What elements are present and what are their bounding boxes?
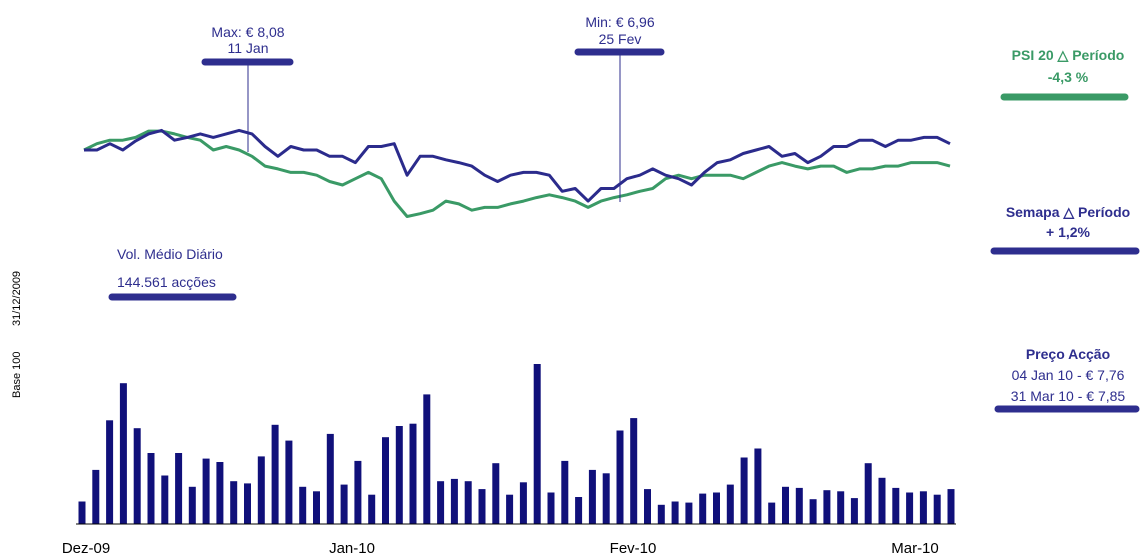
volume-bar (175, 453, 183, 524)
volume-bar (147, 453, 155, 524)
volume-bar (795, 487, 803, 524)
psi20-line (83, 129, 951, 218)
volume-bar (340, 484, 348, 524)
volume-bar (506, 494, 514, 524)
volume-bar (837, 491, 845, 524)
min-callout: Min: € 6,96 25 Fev (574, 14, 665, 202)
volume-bar (685, 502, 693, 524)
volume-bar (533, 364, 541, 524)
volume-bar (395, 426, 403, 524)
volume-bar (892, 487, 900, 524)
volume-bar (450, 478, 458, 524)
psi20-legend-value: -4,3 % (1048, 69, 1089, 85)
base-label: Base 100 (11, 352, 23, 398)
volume-bar (106, 420, 114, 524)
semapa-legend-value: + 1,2% (1046, 224, 1091, 240)
volume-bar (740, 457, 748, 524)
volume-bar (575, 497, 583, 524)
volume-bar (823, 490, 831, 524)
volume-bar (588, 469, 596, 524)
volume-bar (657, 504, 665, 524)
price-legend-title: Preço Acção (1026, 346, 1110, 362)
volume-bar (382, 437, 389, 524)
volume-bar (354, 460, 362, 524)
volume-bar (864, 463, 872, 524)
semapa-line (84, 128, 951, 203)
volume-bar (809, 499, 817, 524)
x-tick-label: Mar-10 (891, 540, 939, 557)
volume-bar (299, 486, 307, 524)
volume-bar (519, 482, 527, 524)
volume-bar (409, 423, 417, 524)
volume-bar (437, 481, 445, 524)
volume-bar (313, 491, 320, 524)
volume-bar (478, 489, 486, 524)
max-callout: Max: € 8,08 11 Jan (201, 24, 294, 152)
volume-bar (78, 501, 86, 524)
volume-bar (602, 473, 610, 524)
x-tick-label: Dez-09 (62, 540, 110, 557)
price-legend-end: 31 Mar 10 - € 7,85 (1011, 388, 1126, 404)
volume-callout: Vol. Médio Diário 144.561 acções (108, 246, 237, 301)
volume-bar (782, 486, 789, 524)
volume-bar (630, 418, 638, 524)
volume-bar (906, 492, 914, 524)
volume-bar (754, 448, 762, 524)
price-lines (83, 128, 951, 218)
psi20-legend-title: PSI 20 △ Período (1012, 47, 1125, 63)
semapa-legend-title: Semapa △ Período (1006, 204, 1130, 220)
base-date-label: 31/12/2009 (11, 271, 23, 326)
volume-bar (161, 475, 169, 524)
legend-semapa: Semapa △ Período + 1,2% (990, 204, 1140, 255)
volume-bar (561, 460, 569, 524)
volume-bar (726, 484, 734, 524)
volume-title: Vol. Médio Diário (117, 246, 223, 262)
volume-bar (368, 494, 376, 524)
volume-bar (850, 498, 858, 524)
price-legend-start: 04 Jan 10 - € 7,76 (1012, 367, 1125, 383)
volume-bar (119, 383, 127, 524)
volume-bar (878, 477, 886, 524)
volume-bar (616, 430, 624, 524)
x-tick-label: Jan-10 (329, 540, 375, 557)
volume-bar (547, 492, 555, 524)
volume-bar (202, 458, 210, 524)
max-date-label: 11 Jan (228, 40, 269, 56)
volume-bar (133, 428, 141, 524)
legend-psi20: PSI 20 △ Período -4,3 % (1000, 47, 1129, 101)
volume-bar (699, 493, 707, 524)
volume-bar (188, 486, 196, 524)
x-tick-label: Fev-10 (610, 540, 657, 557)
volume-bar (919, 491, 927, 524)
volume-bar (244, 483, 251, 524)
volume-bar (216, 462, 224, 524)
volume-value: 144.561 acções (117, 274, 216, 290)
volume-bars (78, 364, 955, 524)
volume-bar (271, 424, 279, 524)
volume-bar (230, 481, 238, 524)
min-price-label: Min: € 6,96 (585, 14, 654, 30)
min-date-label: 25 Fev (599, 31, 642, 47)
volume-bar (947, 489, 955, 524)
volume-bar (671, 501, 679, 524)
volume-bar (326, 433, 334, 524)
x-axis-labels: Dez-09 Jan-10 Fev-10 Mar-10 (62, 540, 939, 557)
volume-bar (92, 469, 100, 524)
volume-bar (713, 492, 720, 524)
volume-bar (644, 489, 651, 524)
volume-bar (257, 456, 265, 524)
max-price-label: Max: € 8,08 (211, 24, 284, 40)
volume-bar (768, 502, 776, 524)
volume-bar (492, 463, 500, 524)
volume-bar (285, 440, 293, 524)
legend-price: Preço Acção 04 Jan 10 - € 7,76 31 Mar 10… (994, 346, 1140, 413)
volume-bar (423, 394, 431, 524)
volume-bar (933, 494, 941, 524)
volume-bar (464, 481, 472, 524)
